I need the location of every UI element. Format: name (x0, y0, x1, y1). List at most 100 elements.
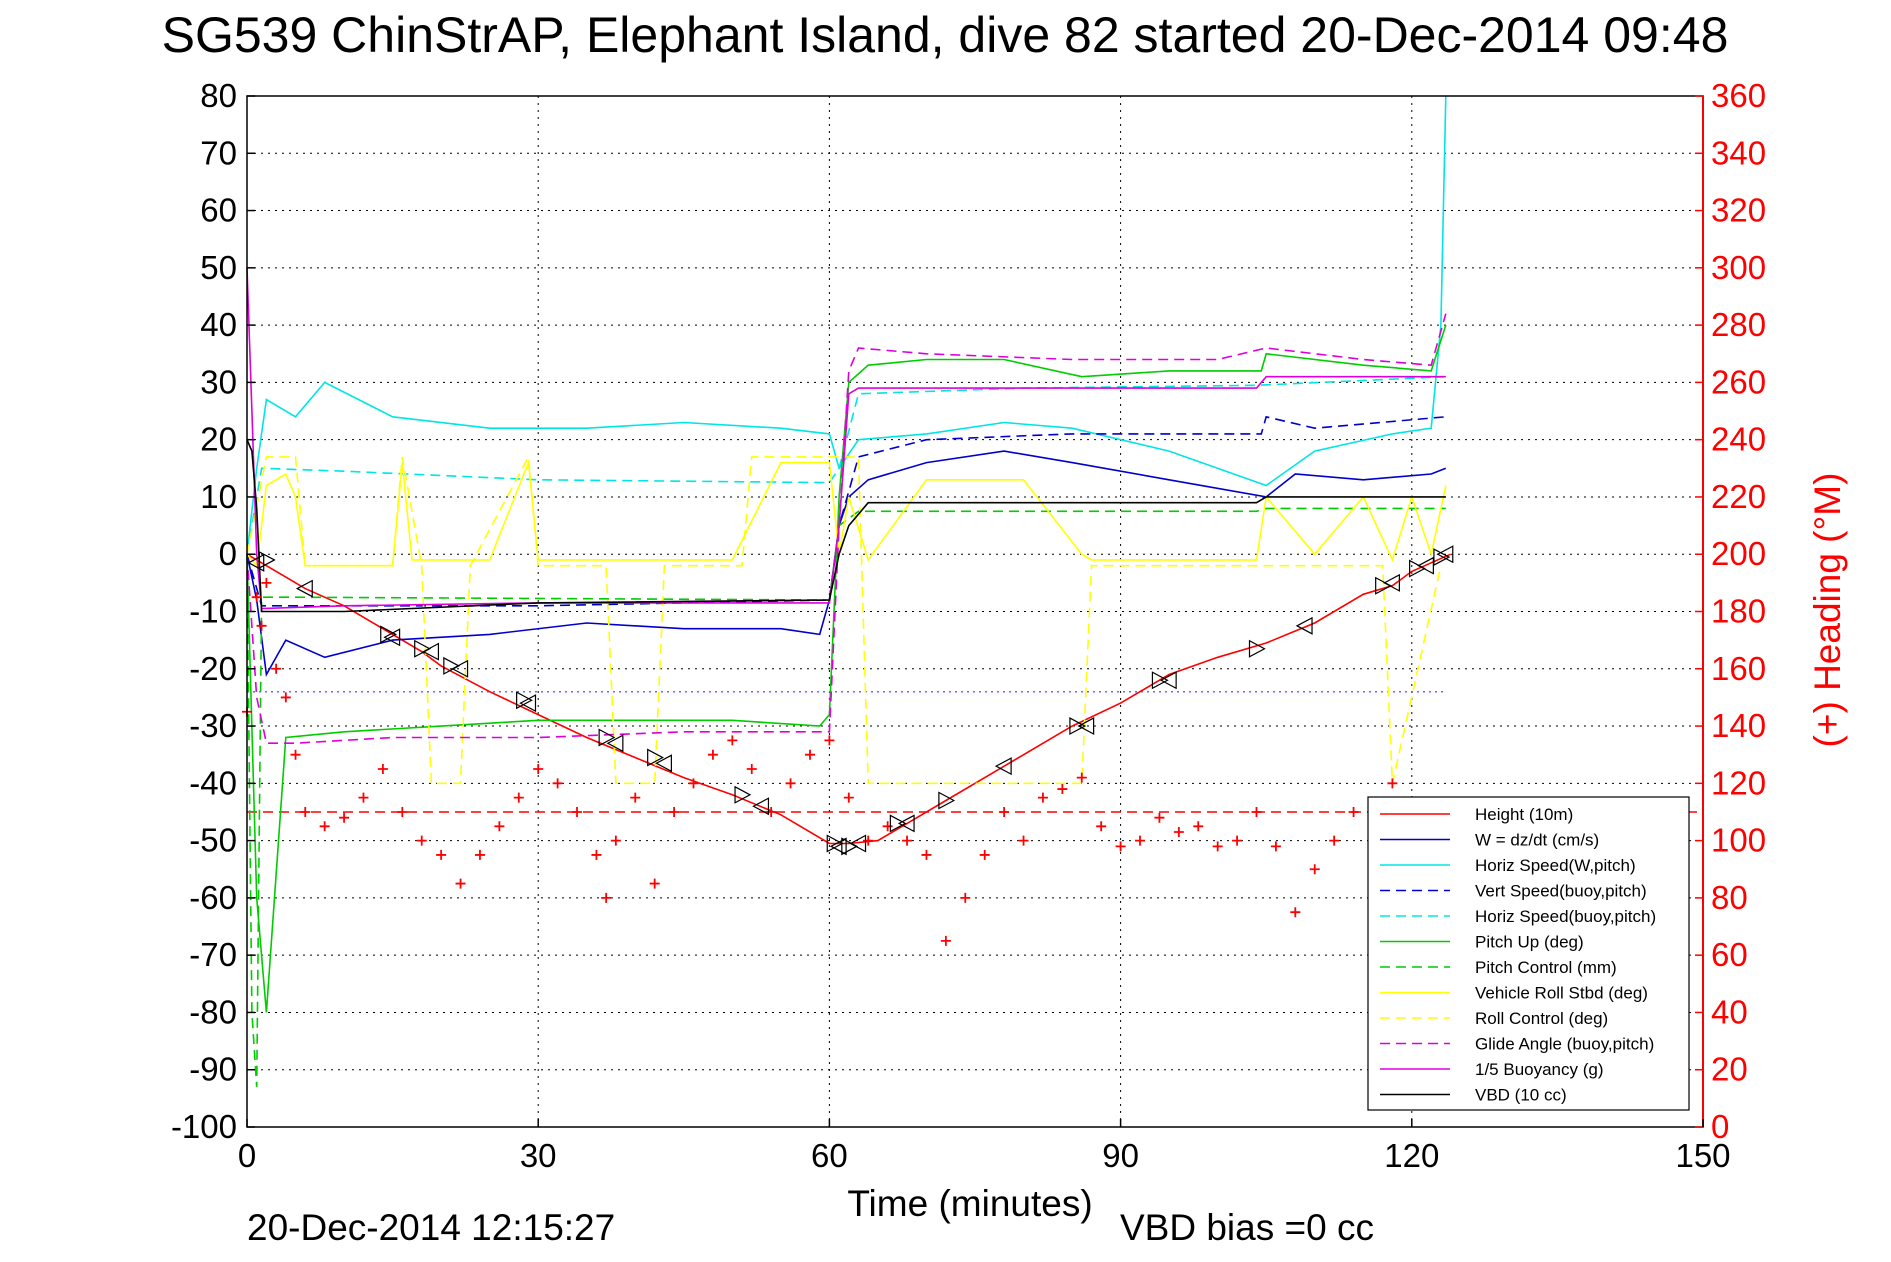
heading-point (649, 878, 660, 889)
height-marker (1375, 576, 1392, 595)
legend-label: Vehicle Roll Stbd (deg) (1475, 984, 1648, 1003)
x-tick-label: 90 (1102, 1137, 1139, 1174)
x-tick-label: 30 (520, 1137, 557, 1174)
heading-point (358, 792, 369, 803)
heading-point (513, 792, 524, 803)
legend-label: Vert Speed(buoy,pitch) (1475, 882, 1647, 901)
footer-timestamp: 20-Dec-2014 12:15:27 (247, 1207, 615, 1248)
heading-point (960, 892, 971, 903)
height-marker (1248, 639, 1266, 658)
legend-label: Pitch Up (deg) (1475, 933, 1584, 952)
y-left-tick-label: 50 (200, 249, 237, 286)
x-tick-label: 60 (811, 1137, 848, 1174)
heading-point (1096, 821, 1107, 832)
heading-point (397, 806, 408, 817)
height-marker (606, 734, 624, 753)
height-marker (1295, 616, 1313, 635)
y-right-tick-label: 360 (1711, 77, 1766, 114)
x-tick-label: 150 (1675, 1137, 1730, 1174)
legend-label: W = dz/dt (cm/s) (1475, 831, 1599, 850)
height-marker (1433, 548, 1451, 567)
heading-point (271, 663, 282, 674)
heading-point (533, 764, 544, 775)
heading-point (572, 806, 583, 817)
series-line (246, 439, 1446, 613)
heading-point (436, 849, 447, 860)
heading-point (494, 821, 505, 832)
heading-point (290, 749, 301, 760)
heading-point (339, 812, 350, 823)
y-left-tick-label: -40 (189, 764, 237, 801)
x-tick-label: 0 (238, 1137, 256, 1174)
height-marker (443, 656, 461, 675)
heading-point (785, 778, 796, 789)
height-marker (829, 837, 847, 856)
height-marker (734, 785, 752, 804)
height-marker (1409, 559, 1426, 578)
height-marker (849, 834, 867, 853)
legend-label: Horiz Speed(buoy,pitch) (1475, 907, 1656, 926)
heading-point (707, 749, 718, 760)
heading-point (1329, 835, 1340, 846)
y-right-tick-label: 40 (1711, 993, 1748, 1030)
heading-point (1193, 821, 1204, 832)
heading-point (979, 849, 990, 860)
height-marker (598, 728, 616, 747)
height-marker (422, 642, 440, 661)
y-right-tick-label: 200 (1711, 535, 1766, 572)
heading-point (824, 735, 835, 746)
height-marker (752, 797, 770, 816)
height-marker (1069, 717, 1087, 736)
legend-label: Roll Control (deg) (1475, 1009, 1608, 1028)
height-marker (295, 579, 313, 598)
series-line (246, 454, 1442, 785)
heading-point (591, 849, 602, 860)
y-right-tick-label: 140 (1711, 707, 1766, 744)
y-left-tick-label: 30 (200, 363, 237, 400)
height-marker (383, 628, 401, 647)
height-marker (897, 814, 915, 833)
y-right-tick-label: 180 (1711, 593, 1766, 630)
heading-point (1135, 835, 1146, 846)
height-marker (1436, 545, 1454, 564)
height-marker (1151, 671, 1169, 690)
height-marker (655, 754, 672, 773)
heading-point (1018, 835, 1029, 846)
height-marker (994, 757, 1012, 776)
series-line (246, 267, 1446, 610)
y-right-tick-label: 240 (1711, 421, 1766, 458)
height-marker (1159, 671, 1177, 690)
heading-point (688, 778, 699, 789)
legend-label: VBD (10 cc) (1475, 1086, 1567, 1105)
x-tick-label: 120 (1384, 1137, 1439, 1174)
heading-point (377, 764, 388, 775)
y-left-tick-label: 80 (200, 77, 237, 114)
heading-point (1309, 864, 1320, 875)
height-marker (516, 691, 533, 710)
heading-point (804, 749, 815, 760)
heading-point (300, 806, 311, 817)
y-left-tick-label: -10 (189, 593, 237, 630)
height-marker (938, 791, 956, 810)
series-line (246, 553, 1451, 845)
heading-point (1251, 806, 1262, 817)
heading-point (1115, 841, 1126, 852)
y-left-tick-label: 0 (219, 535, 237, 572)
legend-label: Horiz Speed(W,pitch) (1475, 856, 1636, 875)
series-line (246, 313, 1447, 745)
y-right-tick-label: 100 (1711, 822, 1766, 859)
heading-point (552, 778, 563, 789)
heading-point (882, 821, 893, 832)
y-right-tick-label: 160 (1711, 650, 1766, 687)
legend-label: Glide Angle (buoy,pitch) (1475, 1035, 1654, 1054)
y-left-tick-label: -90 (189, 1051, 237, 1088)
heading-point (1387, 778, 1398, 789)
heading-point (1173, 827, 1184, 838)
axis-ticks: 80706050403020100-10-20-30-40-50-60-70-8… (171, 77, 1766, 1174)
heading-point (999, 806, 1010, 817)
y-right-tick-label: 220 (1711, 478, 1766, 515)
heading-point (727, 735, 738, 746)
heading-point (1348, 806, 1359, 817)
heading-point (1212, 841, 1223, 852)
